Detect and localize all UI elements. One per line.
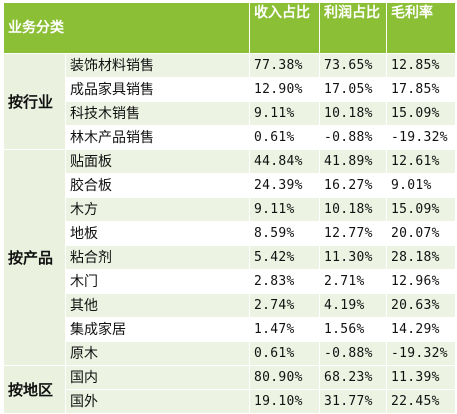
row-profit: -0.88% bbox=[319, 125, 387, 150]
row-revenue: 12.90% bbox=[249, 77, 320, 102]
row-revenue: 5.42% bbox=[249, 245, 320, 270]
row-item: 原木 bbox=[65, 341, 250, 366]
table-row: 集成家居 1.47% 1.56% 14.29% bbox=[4, 317, 456, 342]
row-profit: -0.88% bbox=[319, 341, 387, 366]
row-revenue: 1.47% bbox=[249, 317, 320, 342]
row-margin: -19.32% bbox=[386, 341, 456, 366]
table-row: 粘合剂 5.42% 11.30% 28.18% bbox=[4, 245, 456, 270]
table-row: 按行业 装饰材料销售 77.38% 73.65% 12.85% bbox=[3, 53, 456, 150]
row-revenue: 8.59% bbox=[249, 221, 320, 246]
row-item: 成品家具销售 bbox=[65, 77, 250, 102]
row-profit: 10.18% bbox=[319, 101, 387, 126]
row-item: 林木产品销售 bbox=[65, 125, 250, 150]
row-item: 其他 bbox=[65, 293, 250, 318]
row-revenue: 9.11% bbox=[249, 101, 320, 126]
row-margin: 22.45% bbox=[386, 389, 456, 414]
category-industry: 按行业 bbox=[3, 53, 66, 150]
row-item: 贴面板 bbox=[65, 149, 250, 174]
row-revenue: 2.74% bbox=[249, 293, 320, 318]
row-margin: 12.85% bbox=[386, 53, 456, 78]
row-revenue: 44.84% bbox=[249, 149, 320, 174]
row-revenue: 24.39% bbox=[249, 173, 320, 198]
row-margin: 9.01% bbox=[386, 173, 456, 198]
row-margin: 12.61% bbox=[386, 149, 456, 174]
row-profit: 2.71% bbox=[319, 269, 387, 294]
category-product: 按产品 bbox=[3, 149, 66, 366]
row-margin: 28.18% bbox=[386, 245, 456, 270]
header-row: 业务分类 收入占比 利润占比 毛利率 bbox=[3, 2, 456, 54]
business-breakdown-table: 业务分类 收入占比 利润占比 毛利率 按行业 装饰材料销售 77.38% 73.… bbox=[3, 2, 456, 414]
table-row: 木门 2.83% 2.71% 12.96% bbox=[4, 269, 456, 294]
row-margin: 15.09% bbox=[386, 101, 456, 126]
row-revenue: 77.38% bbox=[249, 53, 320, 78]
row-profit: 41.89% bbox=[319, 149, 387, 174]
table-row: 按地区 国内 80.90% 68.23% 11.39% bbox=[3, 365, 456, 414]
table-row: 木方 9.11% 10.18% 15.09% bbox=[4, 197, 456, 222]
row-margin: 17.85% bbox=[386, 77, 456, 102]
table-row: 胶合板 24.39% 16.27% 9.01% bbox=[4, 173, 456, 198]
row-revenue: 80.90% bbox=[249, 365, 320, 390]
table-row: 科技木销售 9.11% 10.18% 15.09% bbox=[4, 101, 456, 126]
row-revenue: 2.83% bbox=[249, 269, 320, 294]
row-profit: 17.05% bbox=[319, 77, 387, 102]
row-item: 国外 bbox=[65, 389, 250, 414]
row-profit: 31.77% bbox=[319, 389, 387, 414]
row-item: 科技木销售 bbox=[65, 101, 250, 126]
row-item: 木门 bbox=[65, 269, 250, 294]
table-row: 原木 0.61% -0.88% -19.32% bbox=[4, 341, 456, 366]
row-margin: 20.07% bbox=[386, 221, 456, 246]
row-margin: 14.29% bbox=[386, 317, 456, 342]
row-revenue: 0.61% bbox=[249, 341, 320, 366]
row-item: 粘合剂 bbox=[65, 245, 250, 270]
row-item: 装饰材料销售 bbox=[65, 53, 250, 78]
table-row: 其他 2.74% 4.19% 20.63% bbox=[4, 293, 456, 318]
row-profit: 68.23% bbox=[319, 365, 387, 390]
header-revenue-share: 收入占比 bbox=[249, 2, 320, 54]
table-row: 按产品 贴面板 44.84% 41.89% 12.61% bbox=[3, 149, 456, 366]
row-profit: 73.65% bbox=[319, 53, 387, 78]
row-margin: 20.63% bbox=[386, 293, 456, 318]
row-revenue: 0.61% bbox=[249, 125, 320, 150]
table-row: 成品家具销售 12.90% 17.05% 17.85% bbox=[4, 77, 456, 102]
row-item: 木方 bbox=[65, 197, 250, 222]
category-region: 按地区 bbox=[3, 365, 66, 414]
table-row: 地板 8.59% 12.77% 20.07% bbox=[4, 221, 456, 246]
header-profit-share: 利润占比 bbox=[319, 2, 387, 54]
row-item: 国内 bbox=[65, 365, 250, 390]
header-gross-margin: 毛利率 bbox=[386, 2, 456, 54]
row-profit: 4.19% bbox=[319, 293, 387, 318]
row-margin: 11.39% bbox=[386, 365, 456, 390]
business-table-container: 业务分类 收入占比 利润占比 毛利率 按行业 装饰材料销售 77.38% 73.… bbox=[3, 2, 456, 414]
row-revenue: 19.10% bbox=[249, 389, 320, 414]
row-profit: 16.27% bbox=[319, 173, 387, 198]
header-category: 业务分类 bbox=[3, 2, 250, 54]
row-profit: 11.30% bbox=[319, 245, 387, 270]
table-row: 国外 19.10% 31.77% 22.45% bbox=[4, 389, 456, 414]
row-profit: 10.18% bbox=[319, 197, 387, 222]
row-margin: 15.09% bbox=[386, 197, 456, 222]
row-item: 地板 bbox=[65, 221, 250, 246]
row-profit: 1.56% bbox=[319, 317, 387, 342]
row-item: 胶合板 bbox=[65, 173, 250, 198]
row-margin: -19.32% bbox=[386, 125, 456, 150]
table-row: 林木产品销售 0.61% -0.88% -19.32% bbox=[4, 125, 456, 150]
row-item: 集成家居 bbox=[65, 317, 250, 342]
row-revenue: 9.11% bbox=[249, 197, 320, 222]
row-margin: 12.96% bbox=[386, 269, 456, 294]
row-profit: 12.77% bbox=[319, 221, 387, 246]
